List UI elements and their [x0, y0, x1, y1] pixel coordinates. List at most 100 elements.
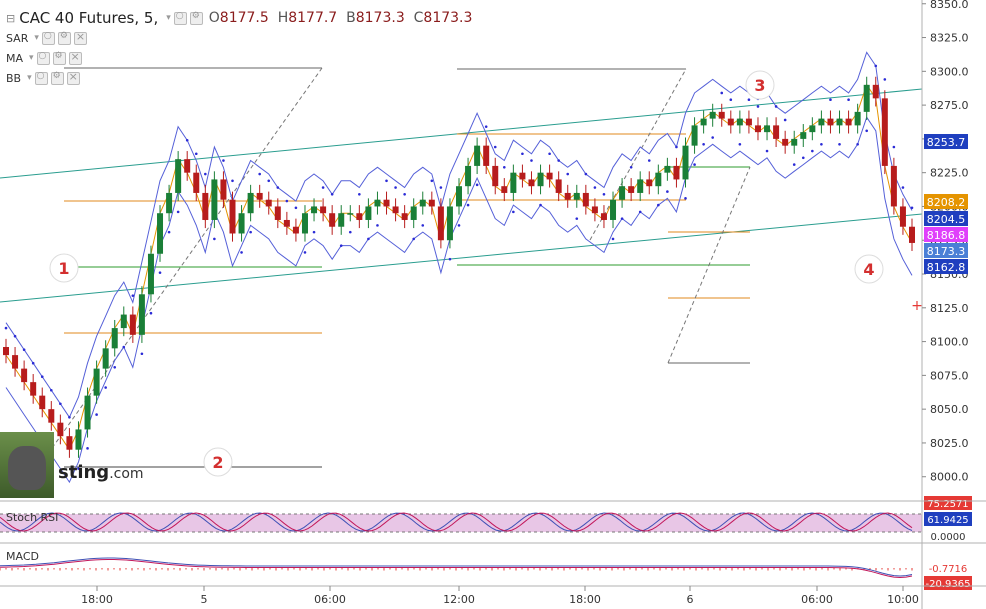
sar-dot — [602, 192, 606, 196]
candle — [3, 347, 9, 356]
ohlc-readout: O8177.5 H8177.7 B8173.3 C8173.3 — [208, 10, 473, 26]
sar-dot — [484, 125, 488, 129]
candle — [564, 192, 571, 200]
sar-dot — [376, 224, 379, 227]
sar-dot — [40, 375, 44, 379]
rsi-band — [0, 514, 922, 532]
sar-dot — [185, 138, 189, 142]
close-icon[interactable] — [68, 50, 82, 65]
rsi-value-label: 61.9425 — [927, 515, 968, 526]
price-label: 8162.8 — [927, 261, 966, 274]
candle — [736, 118, 743, 126]
gear-icon[interactable] — [50, 71, 64, 85]
sar-dot — [22, 348, 26, 352]
eye-icon[interactable] — [36, 51, 50, 65]
rsi-value-label: 75.2571 — [927, 499, 968, 510]
sar-dot — [910, 206, 914, 210]
annotation-label: 3 — [754, 76, 765, 95]
sar-dot — [167, 230, 171, 234]
sar-dot — [421, 224, 425, 227]
sar-dot — [684, 197, 687, 200]
sar-dot — [593, 186, 597, 189]
indicator-bb[interactable]: BB — [6, 71, 22, 85]
y-tick-label: 8325.0 — [930, 32, 969, 45]
sar-dot — [856, 142, 859, 146]
candle — [610, 199, 617, 220]
candle — [655, 172, 662, 187]
sar-dot — [222, 159, 225, 162]
candle — [111, 328, 118, 349]
bird-icon — [8, 446, 46, 490]
eye-icon[interactable] — [34, 71, 48, 85]
sar-dot — [657, 203, 660, 207]
chevron-down-icon[interactable]: ▾ — [27, 73, 32, 83]
candle — [619, 186, 626, 200]
candle — [138, 294, 145, 335]
close-icon[interactable] — [73, 30, 87, 45]
price-label-bg — [924, 194, 968, 209]
sar-dot — [358, 192, 361, 196]
sar-dot — [385, 179, 388, 183]
price-label: 8173.3 — [927, 245, 966, 258]
sar-dot — [693, 163, 696, 166]
sar-dot — [666, 190, 669, 193]
eye-icon[interactable] — [173, 11, 187, 25]
sar-dot — [176, 210, 180, 214]
chevron-down-icon[interactable]: ▾ — [34, 33, 39, 43]
sar-dot — [412, 237, 416, 241]
sar-dot — [367, 237, 370, 241]
candle — [492, 165, 499, 187]
sar-dot — [702, 142, 705, 146]
candle — [301, 213, 308, 234]
candle — [383, 199, 390, 207]
candle — [30, 382, 37, 396]
sar-dot — [312, 230, 316, 234]
candle — [419, 199, 426, 207]
price-label-bg — [924, 211, 968, 226]
y-tick-label: 8275.0 — [930, 99, 969, 112]
sar-dot — [675, 145, 678, 149]
x-tick-label: 06:00 — [801, 593, 833, 606]
candle — [646, 179, 653, 187]
gear-icon[interactable] — [189, 11, 203, 25]
candle — [600, 213, 607, 220]
sar-dot — [31, 361, 35, 365]
candle — [347, 213, 354, 215]
indicator-ma[interactable]: MA — [6, 51, 24, 65]
gear-icon[interactable] — [52, 51, 66, 65]
gear-icon[interactable] — [57, 31, 71, 45]
candle — [356, 213, 363, 220]
candle — [211, 179, 218, 220]
sar-dot — [747, 98, 751, 102]
x-tick-label: 10:00 — [887, 593, 919, 606]
sar-dot — [738, 142, 742, 146]
candle — [274, 206, 281, 220]
sar-dot — [838, 142, 841, 146]
candle — [909, 226, 915, 243]
candle — [881, 98, 888, 166]
sar-dot — [231, 179, 234, 183]
candle — [21, 368, 28, 383]
indicator-sar[interactable]: SAR — [6, 31, 29, 45]
candle — [220, 179, 227, 200]
annotation-bubble — [203, 447, 233, 477]
candle — [256, 192, 263, 200]
sar-dot — [720, 91, 724, 95]
candle — [437, 206, 444, 241]
sar-dot — [158, 271, 162, 274]
close-icon[interactable] — [66, 70, 80, 85]
candle — [664, 165, 671, 173]
sar-dot — [892, 145, 896, 149]
eye-icon[interactable] — [41, 31, 55, 45]
candle — [184, 159, 191, 173]
candle — [365, 206, 372, 220]
sar-dot — [240, 251, 243, 254]
chevron-down-icon[interactable]: ▾ — [166, 13, 171, 23]
chevron-down-icon[interactable]: ▾ — [29, 53, 34, 63]
sar-dot — [267, 179, 271, 183]
candle — [709, 111, 716, 119]
collapse-icon[interactable]: ⊟ — [6, 11, 16, 25]
macd-line — [0, 557, 913, 577]
sar-dot — [620, 217, 624, 220]
